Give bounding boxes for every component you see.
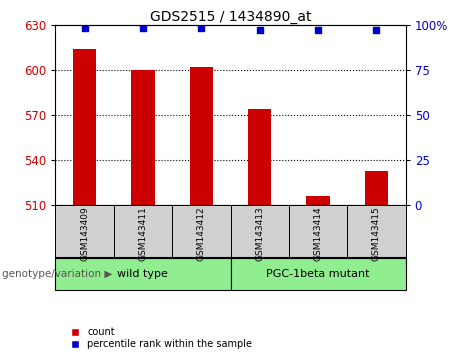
Point [198, 25, 205, 31]
Point [373, 27, 380, 33]
Text: GSM143412: GSM143412 [197, 206, 206, 261]
Bar [172, 205, 230, 258]
Text: GSM143413: GSM143413 [255, 206, 264, 261]
Bar [230, 205, 289, 258]
Bar [55, 205, 114, 258]
Bar [307, 196, 330, 205]
Bar [114, 205, 172, 258]
Text: wild type: wild type [118, 269, 168, 279]
Text: GSM143409: GSM143409 [80, 206, 89, 261]
Title: GDS2515 / 1434890_at: GDS2515 / 1434890_at [150, 10, 311, 24]
Bar [365, 171, 388, 205]
Bar [55, 258, 230, 290]
Text: GSM143414: GSM143414 [313, 206, 323, 261]
Bar [248, 109, 272, 205]
Bar [230, 258, 406, 290]
Point [256, 27, 263, 33]
Bar [189, 67, 213, 205]
Text: PGC-1beta mutant: PGC-1beta mutant [266, 269, 370, 279]
Text: genotype/variation ▶: genotype/variation ▶ [2, 269, 112, 279]
Point [81, 25, 88, 31]
Point [314, 27, 322, 33]
Point [139, 25, 147, 31]
Text: GSM143411: GSM143411 [138, 206, 148, 261]
Bar [289, 205, 347, 258]
Legend: count, percentile rank within the sample: count, percentile rank within the sample [65, 327, 252, 349]
Bar [347, 205, 406, 258]
Text: GSM143415: GSM143415 [372, 206, 381, 261]
Bar [73, 49, 96, 205]
Bar [131, 70, 154, 205]
